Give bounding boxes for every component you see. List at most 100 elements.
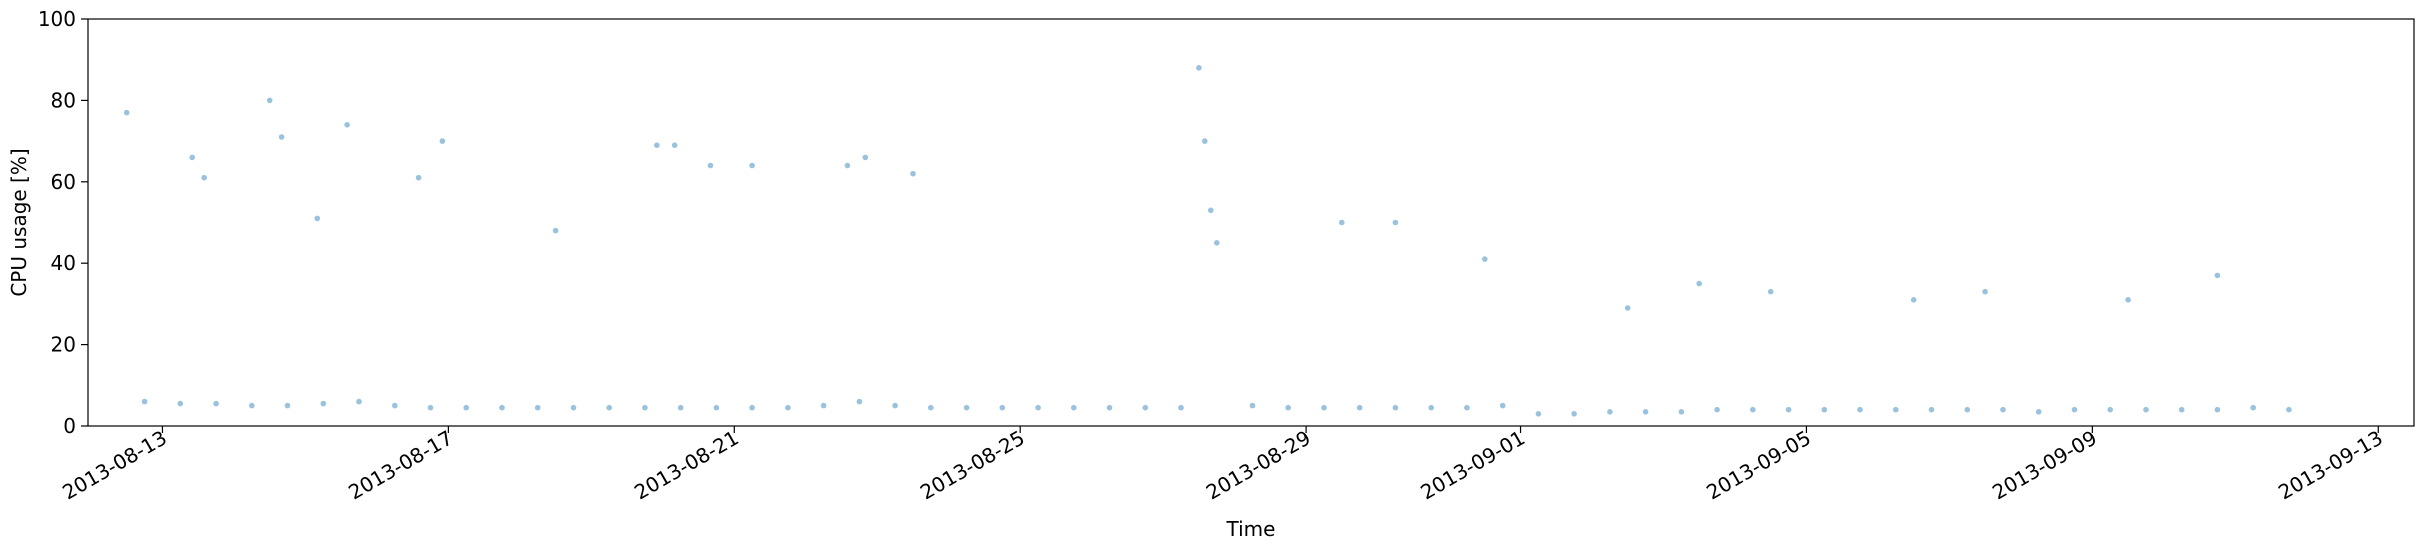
data-point (177, 400, 184, 407)
spike-point (707, 162, 714, 169)
data-point (2071, 406, 2078, 413)
data-point (1642, 409, 1649, 415)
spike-point (1202, 138, 1208, 144)
y-tick-label: 0 (63, 414, 76, 438)
data-point (1428, 404, 1434, 411)
data-point (320, 400, 327, 407)
spike-point (1910, 297, 1917, 303)
data-point (1071, 404, 1077, 411)
data-point (2000, 406, 2006, 413)
data-point (1321, 404, 1327, 411)
spike-point (1482, 256, 1488, 262)
data-point (1964, 406, 1971, 413)
data-point (1785, 406, 1792, 413)
data-point (249, 402, 255, 409)
data-point (141, 398, 148, 405)
data-point (2250, 404, 2256, 411)
data-point (642, 404, 648, 411)
data-point (499, 404, 505, 411)
y-tick-label: 100 (38, 7, 76, 31)
data-point (928, 404, 934, 411)
data-point (1464, 404, 1470, 411)
data-point (677, 404, 684, 411)
spike-point (439, 138, 446, 144)
spike-point (2125, 297, 2131, 303)
spike-point (314, 215, 321, 222)
plot-frame (87, 18, 2415, 427)
data-point (713, 404, 720, 411)
data-point (1535, 411, 1542, 417)
data-point (213, 400, 219, 407)
spike-point (266, 97, 273, 104)
spike-point (862, 154, 869, 161)
spike-point (189, 154, 195, 161)
data-point (1214, 240, 1220, 246)
spike-point (654, 142, 660, 148)
spike-point (1982, 288, 1988, 295)
y-tick-label: 80 (51, 88, 76, 112)
data-point (999, 404, 1006, 411)
data-point (1750, 406, 1756, 413)
data-point (1571, 411, 1577, 417)
spike-point (278, 134, 285, 140)
spike-point (552, 227, 559, 234)
data-point (820, 402, 827, 409)
data-point (1142, 404, 1149, 411)
data-point (2143, 406, 2149, 413)
data-point (1821, 406, 1828, 413)
data-point (2107, 406, 2113, 413)
data-point (1392, 404, 1399, 411)
y-axis-label: CPU usage [%] (7, 148, 31, 296)
spike-point (1196, 65, 1202, 71)
spike-point (749, 162, 755, 169)
spike-point (344, 122, 350, 128)
data-points-layer (123, 65, 2292, 417)
y-tick-label: 60 (51, 170, 76, 194)
data-point (1893, 406, 1899, 413)
data-point (1356, 404, 1363, 411)
data-point (463, 404, 470, 411)
data-point (356, 398, 362, 405)
data-point (1178, 404, 1184, 411)
data-point (749, 404, 755, 411)
spike-point (1208, 207, 1214, 214)
spike-point (671, 142, 678, 148)
x-axis-label: Time (1226, 517, 1276, 541)
data-point (1499, 402, 1506, 409)
data-point (1106, 404, 1113, 411)
data-point (2286, 406, 2292, 413)
data-point (534, 404, 541, 411)
data-point (785, 404, 791, 411)
spike-point (1392, 219, 1399, 226)
y-tick-label: 20 (51, 333, 76, 357)
data-point (856, 398, 863, 405)
data-point (1035, 404, 1041, 411)
data-point (2214, 406, 2221, 413)
spike-point (123, 109, 130, 116)
spike-point (1339, 219, 1345, 226)
spike-point (1624, 305, 1631, 311)
data-point (427, 404, 434, 411)
y-tick-label: 40 (51, 251, 76, 275)
spike-point (2214, 272, 2221, 279)
data-point (284, 402, 291, 409)
data-point (963, 404, 970, 411)
spike-point (1696, 280, 1702, 287)
spike-point (844, 162, 851, 169)
data-point (892, 402, 898, 409)
spike-point (1767, 288, 1774, 295)
data-point (1607, 409, 1613, 415)
data-point (392, 402, 398, 409)
data-point (1928, 406, 1935, 413)
data-point (606, 404, 612, 411)
y-axis-ticks: 0 20 40 60 80 100 (38, 7, 88, 438)
data-point (2178, 406, 2185, 413)
data-point (1714, 406, 1720, 413)
data-point (570, 404, 577, 411)
data-point (1857, 406, 1863, 413)
data-point (1285, 404, 1291, 411)
data-point (2035, 409, 2042, 415)
data-point (1678, 409, 1685, 415)
